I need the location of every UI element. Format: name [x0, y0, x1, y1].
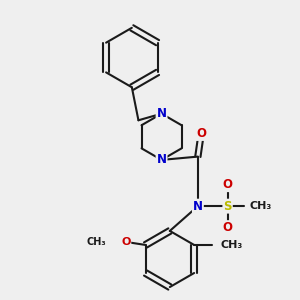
Text: CH₃: CH₃ [86, 237, 106, 247]
Text: CH₃: CH₃ [249, 201, 271, 211]
Text: CH₃: CH₃ [220, 240, 243, 250]
Text: N: N [157, 153, 166, 167]
Text: O: O [121, 237, 130, 247]
Text: O: O [223, 178, 232, 191]
Text: S: S [224, 200, 232, 213]
Text: O: O [223, 221, 232, 234]
Text: N: N [193, 200, 203, 213]
Text: N: N [157, 107, 166, 120]
Text: O: O [196, 127, 206, 140]
